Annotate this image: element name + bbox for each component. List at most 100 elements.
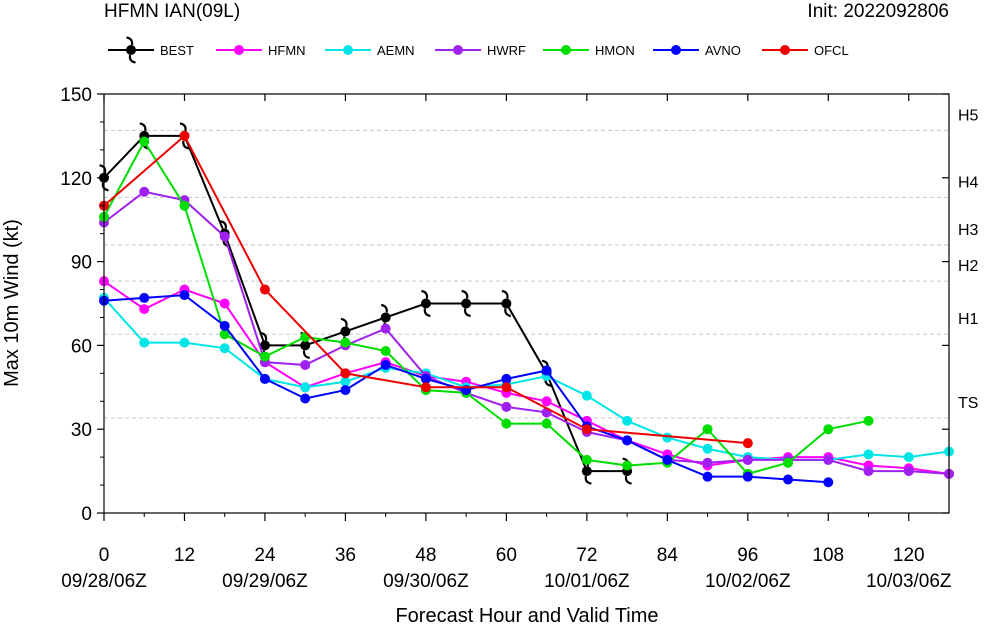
series-line-hmon (103, 139, 869, 476)
x-tick-label: 96 (737, 545, 758, 566)
data-point-hmon (139, 136, 150, 147)
threshold-label-ts: TS (958, 395, 978, 412)
plot-frame (103, 93, 950, 514)
x-tick-label: 36 (335, 545, 356, 566)
series-ofcl (99, 130, 753, 449)
x-tick-label: 120 (893, 545, 925, 566)
x-date-label: 10/01/06Z (544, 571, 630, 592)
data-point-hwrf (742, 454, 753, 465)
x-tick-label: 108 (812, 545, 844, 566)
y-tick-label: 150 (60, 85, 92, 106)
data-point-hmon (259, 351, 270, 362)
x-tick-label: 48 (415, 545, 436, 566)
series-line-hfmn (103, 280, 950, 475)
x-axis-label: Forecast Hour and Valid Time (395, 605, 658, 624)
data-point-best (420, 289, 431, 318)
axes: 0 30 60 90 120 150 0 12 24 36 48 60 72 84 96 108 120 09/2… (60, 85, 952, 592)
data-point-hwrf (702, 457, 713, 468)
data-point-avno (541, 365, 552, 376)
data-point-hmon (622, 460, 633, 471)
legend-label: HWRF (487, 43, 526, 58)
x-tick-label: 12 (174, 545, 195, 566)
x-tick-label: 84 (657, 545, 679, 566)
data-point-hwrf (823, 454, 834, 465)
data-point-hmon (581, 454, 592, 465)
data-point-ofcl (581, 424, 592, 435)
data-point-hmon (380, 345, 391, 356)
legend-label: BEST (160, 43, 194, 58)
data-point-avno (139, 292, 150, 303)
data-point-hmon (300, 332, 311, 343)
series-line-hwrf (103, 190, 950, 475)
data-point-aemn (179, 337, 190, 348)
data-point-hfmn (139, 304, 150, 315)
data-point-avno (662, 454, 673, 465)
data-point-avno (380, 359, 391, 370)
x-date-label: 09/29/06Z (222, 571, 308, 592)
data-point-hwrf (501, 401, 512, 412)
legend: BEST HFMN AEMN HWRF HMON AVNO OFCL (108, 36, 849, 64)
threshold-label-h5: H5 (958, 107, 979, 124)
data-point-hmon (863, 415, 874, 426)
series-line-best (103, 134, 628, 473)
y-tick-label: 30 (71, 420, 92, 441)
data-point-aemn (219, 343, 230, 354)
data-point-ofcl (340, 368, 351, 379)
chart-title-right: Init: 2022092806 (807, 1, 949, 22)
threshold-label-h3: H3 (958, 222, 979, 239)
data-point-ofcl (259, 284, 270, 295)
data-point-hfmn (219, 298, 230, 309)
legend-marker (453, 45, 463, 55)
legend-item-hfmn: HFMN (216, 43, 306, 58)
data-point-hfmn (541, 396, 552, 407)
series-layer (99, 122, 954, 488)
data-point-hmon (541, 418, 552, 429)
data-point-ofcl (501, 382, 512, 393)
data-point-hmon (340, 337, 351, 348)
x-date-label: 09/28/06Z (61, 571, 147, 592)
data-point-hwrf (139, 186, 150, 197)
data-point-avno (702, 471, 713, 482)
legend-marker (671, 45, 681, 55)
threshold-label-h1: H1 (958, 311, 979, 328)
data-point-hmon (219, 329, 230, 340)
data-point-avno (783, 474, 794, 485)
y-tick-label: 120 (60, 169, 92, 190)
data-point-hmon (179, 200, 190, 211)
data-point-ofcl (179, 130, 190, 141)
legend-label: HMON (595, 43, 635, 58)
data-point-hmon (702, 424, 713, 435)
data-point-avno (300, 393, 311, 404)
legend-item-hmon: HMON (543, 43, 635, 58)
y-axis-label: Max 10m Wind (kt) (1, 219, 23, 387)
x-tick-label: 0 (99, 545, 110, 566)
data-point-ofcl (742, 438, 753, 449)
data-point-aemn (340, 376, 351, 387)
data-point-ofcl (420, 382, 431, 393)
series-line-aemn (103, 297, 950, 461)
legend-marker (234, 45, 244, 55)
series-aemn (99, 292, 954, 465)
data-point-hwrf (300, 359, 311, 370)
data-point-avno (622, 435, 633, 446)
data-point-avno (501, 373, 512, 384)
x-tick-label: 60 (496, 545, 517, 566)
legend-item-avno: AVNO (653, 43, 741, 58)
data-point-hmon (823, 424, 834, 435)
y-tick-label: 0 (81, 504, 92, 525)
legend-marker (561, 45, 571, 55)
legend-marker (126, 36, 136, 64)
data-point-avno (420, 373, 431, 384)
data-point-avno (340, 385, 351, 396)
data-point-aemn (139, 337, 150, 348)
data-point-aemn (662, 432, 673, 443)
data-point-aemn (903, 452, 914, 463)
data-point-hwrf (380, 323, 391, 334)
x-date-label: 10/02/06Z (705, 571, 791, 592)
series-avno (99, 290, 834, 488)
legend-item-ofcl: OFCL (762, 43, 849, 58)
threshold-label-h4: H4 (958, 174, 979, 191)
legend-marker (343, 45, 353, 55)
chart-title-left: HFMN IAN(09L) (104, 1, 240, 22)
series-hmon (99, 136, 874, 479)
